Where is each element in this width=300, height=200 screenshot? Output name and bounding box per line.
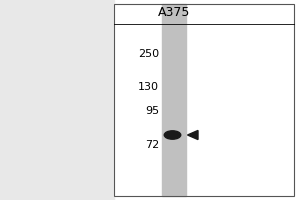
Text: A375: A375: [158, 6, 190, 20]
Text: 95: 95: [145, 106, 159, 116]
Bar: [114, 4, 294, 196]
Bar: [0, 0, 114, 200]
Text: 250: 250: [138, 49, 159, 59]
Ellipse shape: [164, 131, 181, 139]
Polygon shape: [188, 130, 198, 140]
Text: 130: 130: [138, 82, 159, 92]
Bar: [162, 4, 186, 196]
Text: 72: 72: [145, 140, 159, 150]
